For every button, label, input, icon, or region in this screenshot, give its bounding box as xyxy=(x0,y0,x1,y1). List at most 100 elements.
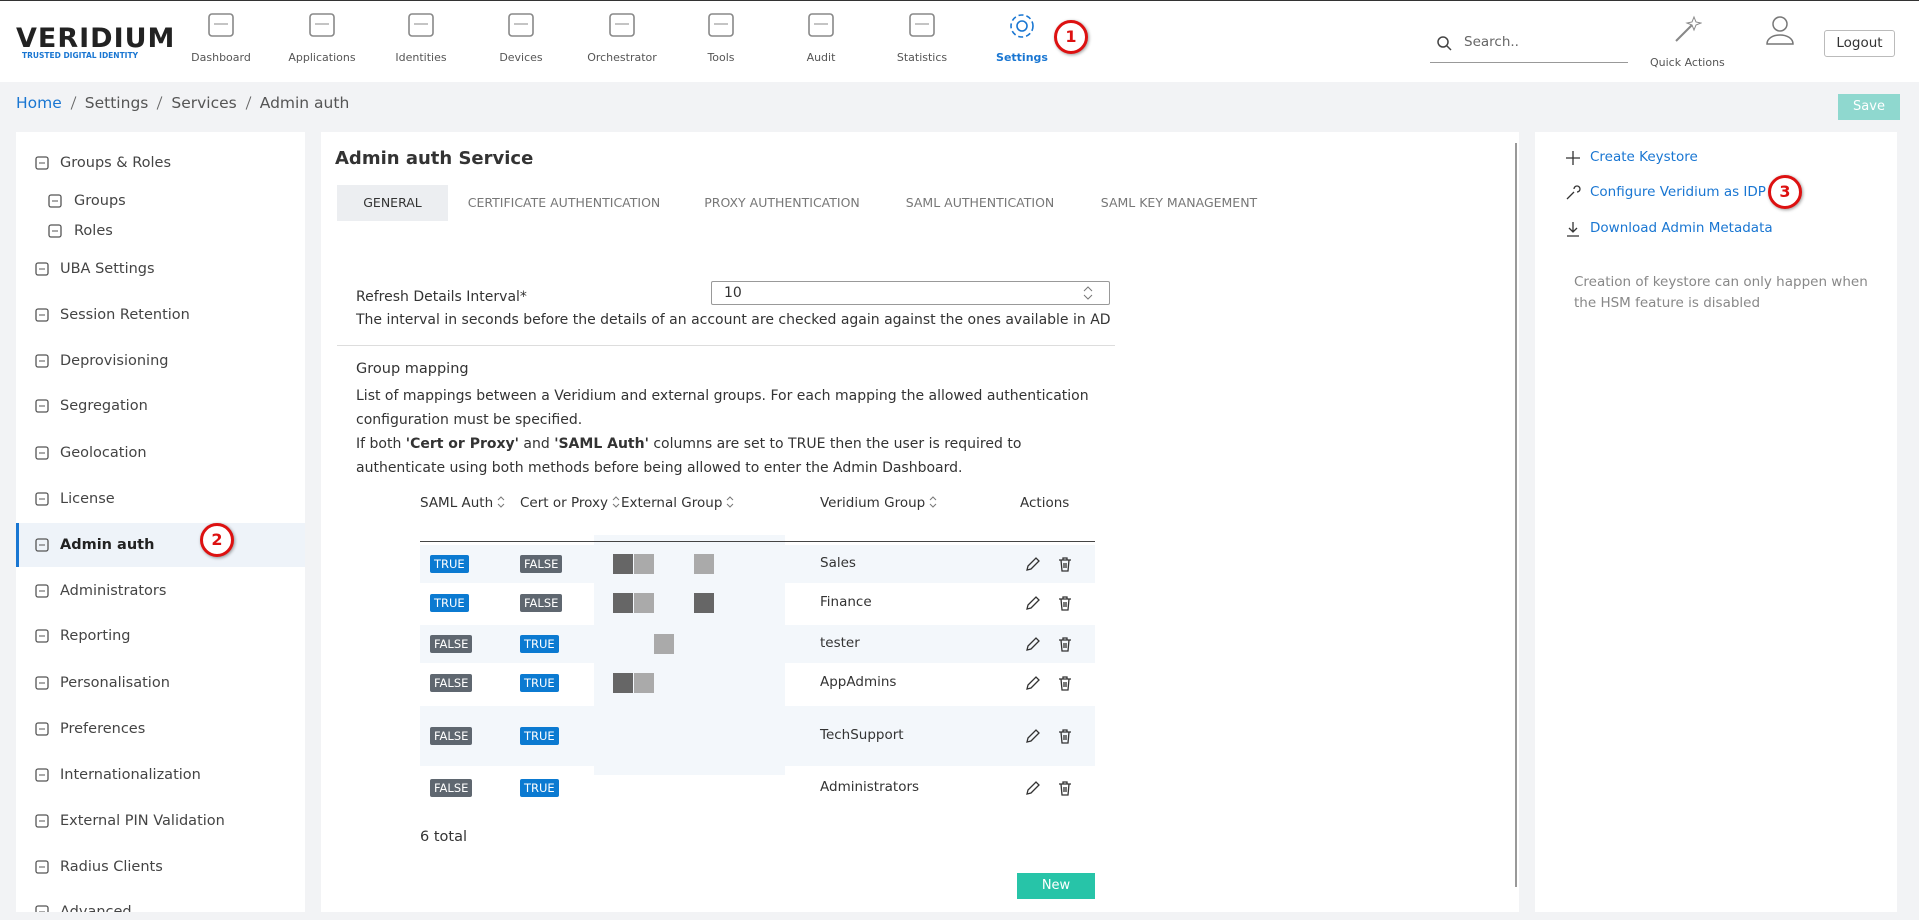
redacted-block xyxy=(634,554,654,574)
logo[interactable]: VERIDIUM xyxy=(16,23,176,54)
cert-or-proxy-badge: TRUE xyxy=(520,779,559,797)
right-link[interactable]: Create Keystore xyxy=(1590,149,1698,165)
field-input[interactable]: 10 xyxy=(711,281,1110,305)
delete-button[interactable] xyxy=(1057,728,1073,744)
sidebar-icon xyxy=(35,308,49,322)
nav-item[interactable]: Settings xyxy=(972,11,1072,64)
sidebar-icon xyxy=(48,194,62,208)
sidebar-label: Geolocation xyxy=(60,445,147,461)
sort-icon xyxy=(497,496,505,508)
sidebar-item[interactable]: Groups xyxy=(16,179,305,223)
sidebar-item[interactable]: External PIN Validation xyxy=(16,799,305,843)
tab[interactable]: GENERAL xyxy=(337,185,448,221)
sidebar-label: License xyxy=(60,491,115,507)
edit-button[interactable] xyxy=(1025,675,1041,691)
table-header[interactable]: SAML Auth xyxy=(420,495,505,511)
delete-button[interactable] xyxy=(1057,675,1073,691)
description-segment: columns are set to TRUE then the user is… xyxy=(356,436,1022,476)
breadcrumb-item[interactable]: Services xyxy=(171,94,237,112)
nav-item[interactable]: Identities xyxy=(371,11,471,64)
sidebar-item[interactable]: Radius Clients xyxy=(16,845,305,889)
sidebar-icon xyxy=(35,676,49,690)
nav-icon xyxy=(909,13,935,37)
delete-button[interactable] xyxy=(1057,556,1073,572)
tab[interactable]: PROXY AUTHENTICATION xyxy=(704,195,860,210)
logout-button[interactable]: Logout xyxy=(1824,30,1895,57)
sidebar-icon xyxy=(35,538,49,552)
sidebar-item[interactable]: License xyxy=(16,477,305,521)
scrollbar xyxy=(1515,143,1517,887)
sidebar-item[interactable]: Geolocation xyxy=(16,431,305,475)
breadcrumb-separator xyxy=(245,96,252,110)
sidebar-item[interactable]: Administrators xyxy=(16,569,305,613)
user-icon[interactable] xyxy=(1764,13,1796,45)
new-button[interactable]: New xyxy=(1017,873,1095,899)
sidebar-icon xyxy=(35,156,49,170)
edit-button[interactable] xyxy=(1025,556,1041,572)
sidebar-item[interactable]: Segregation xyxy=(16,384,305,428)
redacted-block xyxy=(613,554,633,574)
tab[interactable]: SAML KEY MANAGEMENT xyxy=(1100,195,1258,210)
nav-item[interactable]: Applications xyxy=(272,11,372,64)
sidebar-label: Deprovisioning xyxy=(60,353,169,369)
nav-item[interactable]: Orchestrator xyxy=(572,11,672,64)
nav-item[interactable]: Audit xyxy=(771,11,871,64)
save-button[interactable]: Save xyxy=(1838,94,1900,120)
sidebar-item[interactable]: Preferences xyxy=(16,707,305,751)
edit-button[interactable] xyxy=(1025,780,1041,796)
cert-or-proxy-badge: TRUE xyxy=(520,635,559,653)
table-header-line xyxy=(420,541,1095,542)
table-total: 6 total xyxy=(420,829,467,845)
sidebar-item[interactable]: Session Retention xyxy=(16,293,305,337)
tab[interactable]: SAML AUTHENTICATION xyxy=(905,195,1055,210)
sidebar-item[interactable]: Deprovisioning xyxy=(16,339,305,383)
delete-button[interactable] xyxy=(1057,595,1073,611)
sidebar-item[interactable]: UBA Settings xyxy=(16,247,305,291)
sidebar-item[interactable]: Personalisation xyxy=(16,661,305,705)
table-header[interactable]: Veridium Group xyxy=(820,495,937,511)
nav-item[interactable]: Tools xyxy=(671,11,771,64)
tab[interactable]: CERTIFICATE AUTHENTICATION xyxy=(467,195,661,210)
redacted-block xyxy=(613,593,633,613)
nav-item[interactable]: Statistics xyxy=(872,11,972,64)
sidebar-item[interactable]: Advanced xyxy=(16,890,305,912)
breadcrumb: Home Settings Services Admin auth xyxy=(16,94,349,112)
saml-auth-badge: TRUE xyxy=(430,594,469,612)
edit-button[interactable] xyxy=(1025,595,1041,611)
veridium-group: Administrators xyxy=(820,779,920,795)
table-header[interactable]: External Group xyxy=(621,495,734,511)
logo-tagline: TRUSTED DIGITAL IDENTITY xyxy=(22,51,139,60)
right-link[interactable]: Configure Veridium as IDP xyxy=(1590,184,1766,200)
sidebar-item[interactable]: Groups & Roles xyxy=(16,141,305,185)
sort-icon xyxy=(727,496,734,508)
edit-button[interactable] xyxy=(1025,636,1041,652)
search-input[interactable]: Search.. xyxy=(1464,34,1519,50)
edit-button[interactable] xyxy=(1025,728,1041,744)
sidebar-item[interactable]: Roles xyxy=(16,209,305,253)
nav-item[interactable]: Devices xyxy=(471,11,571,64)
sidebar-label: Roles xyxy=(74,223,113,239)
nav-icon xyxy=(508,13,534,37)
right-link[interactable]: Download Admin Metadata xyxy=(1590,220,1773,236)
breadcrumb-item[interactable]: Settings xyxy=(84,94,149,112)
cert-or-proxy-badge: TRUE xyxy=(520,674,559,692)
veridium-group: Finance xyxy=(820,594,872,610)
separator xyxy=(337,345,1115,346)
quick-actions[interactable]: Quick Actions xyxy=(1650,56,1725,69)
sidebar-item[interactable]: Internationalization xyxy=(16,753,305,797)
nav-item[interactable]: Dashboard xyxy=(171,11,271,64)
nav-label: Audit xyxy=(806,51,836,64)
cert-or-proxy-badge: TRUE xyxy=(520,727,559,745)
sidebar-icon xyxy=(35,814,49,828)
nav-icon xyxy=(208,13,234,37)
sidebar-label: Reporting xyxy=(60,628,131,644)
sidebar-item[interactable]: Reporting xyxy=(16,614,305,658)
table-header[interactable]: Cert or Proxy xyxy=(520,495,620,511)
annotation-marker: 1 xyxy=(1054,20,1088,54)
delete-button[interactable] xyxy=(1057,636,1073,652)
nav-icon xyxy=(708,13,734,37)
sidebar-item[interactable]: Admin auth xyxy=(16,523,305,567)
right-panel: Create Keystore Configure Veridium as IDP… xyxy=(1535,132,1897,912)
breadcrumb-item[interactable]: Home xyxy=(16,94,62,112)
delete-button[interactable] xyxy=(1057,780,1073,796)
